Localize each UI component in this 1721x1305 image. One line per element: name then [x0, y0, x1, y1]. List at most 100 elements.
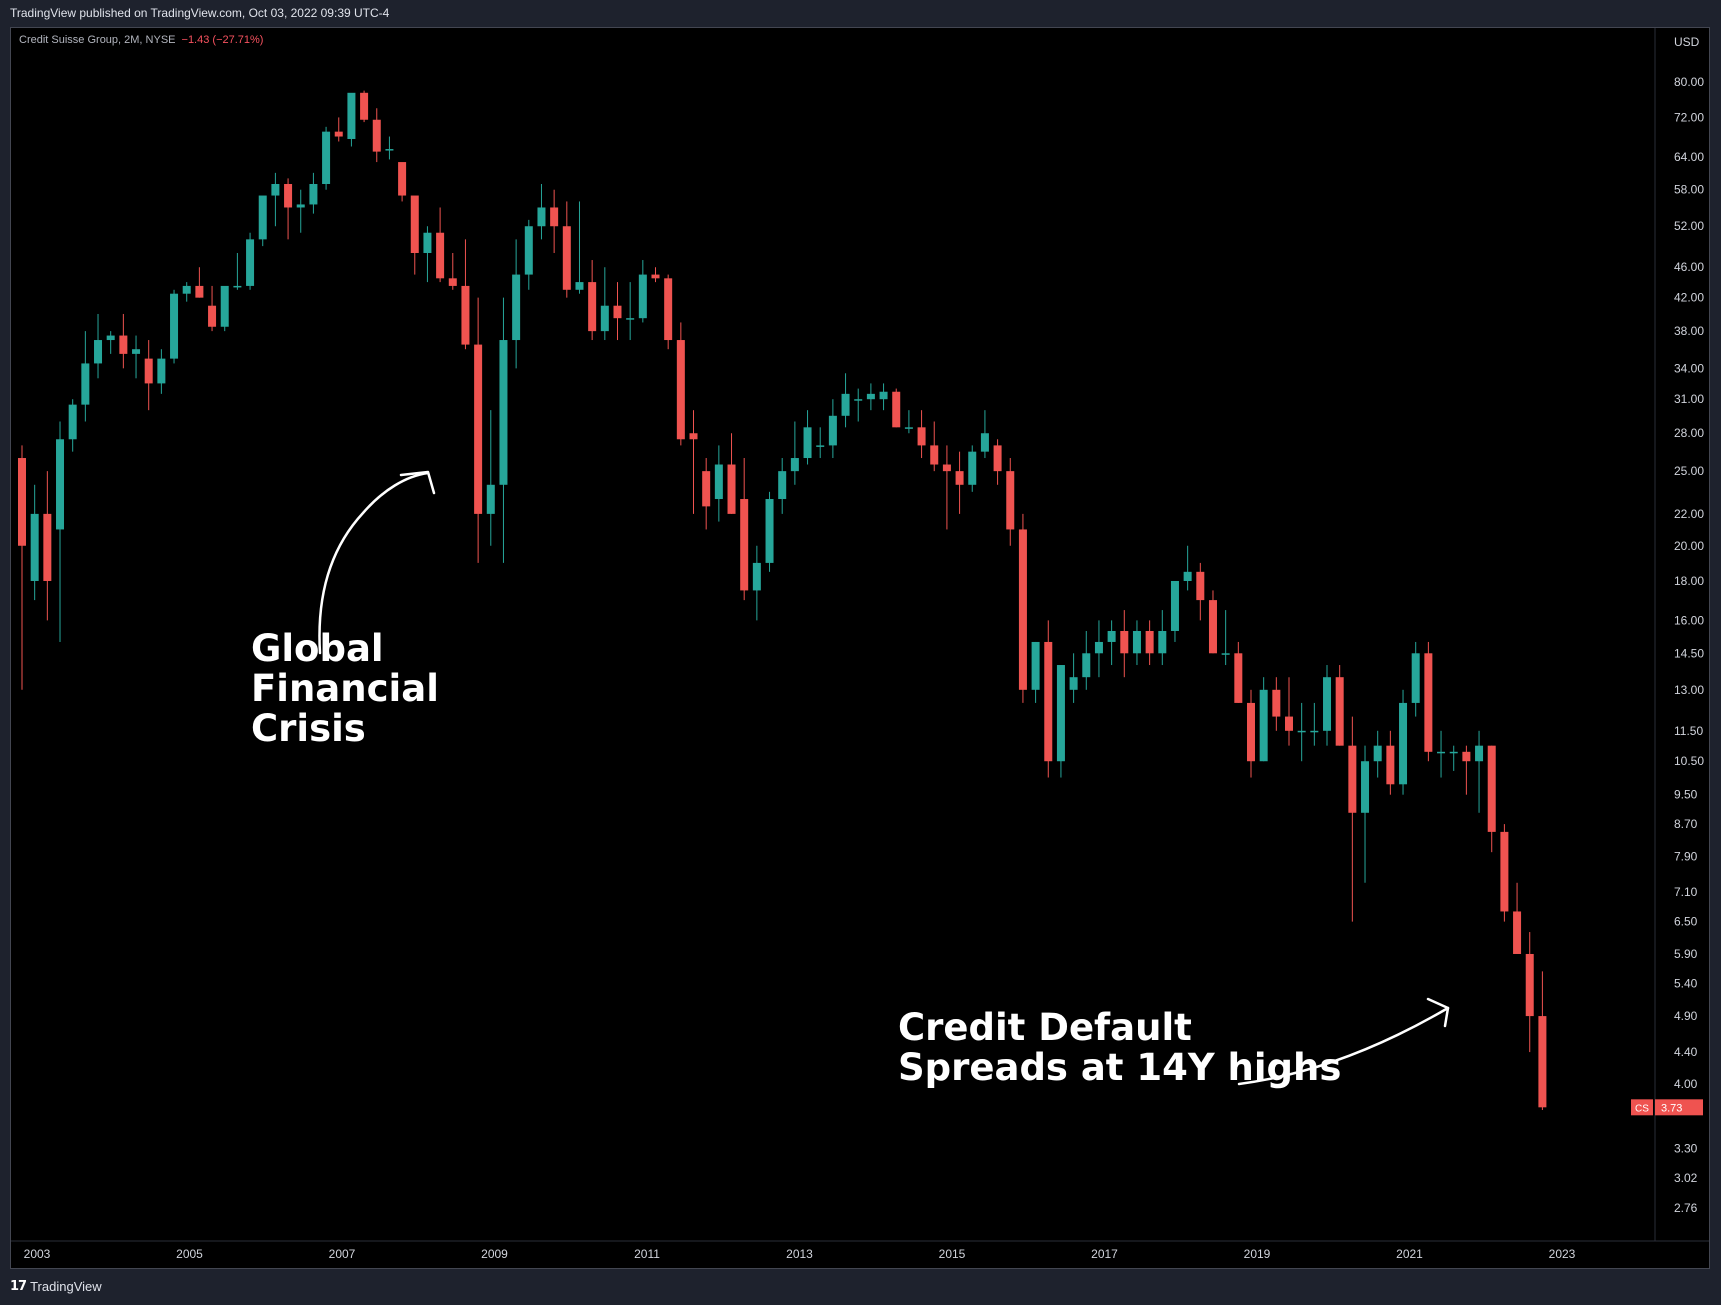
candle-body[interactable] — [195, 285, 204, 298]
candle-body[interactable] — [1183, 571, 1192, 581]
candle-body[interactable] — [347, 92, 356, 139]
candle-body[interactable] — [1424, 653, 1433, 752]
candle-body[interactable] — [765, 499, 774, 563]
candle-body[interactable] — [816, 445, 825, 447]
candle-body[interactable] — [930, 445, 939, 465]
candle-body[interactable] — [600, 305, 609, 332]
candlestick-chart[interactable]: USD 80.00 72.00 64.00 58.00 52.00 46.00 42.00 38… — [11, 28, 1709, 1268]
candle-body[interactable] — [423, 232, 432, 254]
candle-body[interactable] — [588, 282, 597, 332]
candle-body[interactable] — [1107, 630, 1116, 642]
candle-body[interactable] — [537, 207, 546, 227]
chart-area[interactable]: USD 80.00 72.00 64.00 58.00 52.00 46.00 42.00 38… — [10, 27, 1710, 1269]
candle-body[interactable] — [258, 195, 267, 240]
candle-body[interactable] — [296, 204, 305, 208]
candle-body[interactable] — [398, 162, 407, 196]
candle-body[interactable] — [233, 285, 242, 288]
candle-body[interactable] — [1044, 641, 1053, 762]
candle-body[interactable] — [613, 305, 622, 319]
candle-body[interactable] — [474, 344, 483, 514]
candle-body[interactable] — [727, 464, 736, 514]
candle-body[interactable] — [1310, 730, 1319, 733]
candle-body[interactable] — [372, 119, 381, 152]
candle-body[interactable] — [854, 399, 863, 401]
candle-body[interactable] — [170, 293, 179, 359]
candle-body[interactable] — [1475, 745, 1484, 762]
candle-body[interactable] — [271, 184, 280, 196]
candle-body[interactable] — [81, 363, 90, 405]
candle-body[interactable] — [309, 184, 318, 205]
candle-body[interactable] — [1170, 580, 1179, 631]
candle-body[interactable] — [803, 427, 812, 459]
candle-body[interactable] — [638, 274, 647, 319]
candle-body[interactable] — [246, 239, 255, 286]
candle-body[interactable] — [1487, 745, 1496, 832]
candle-body[interactable] — [1335, 677, 1344, 746]
candle-body[interactable] — [575, 282, 584, 290]
candle-body[interactable] — [1411, 653, 1420, 703]
candle-body[interactable] — [322, 131, 331, 185]
candle-body[interactable] — [917, 427, 926, 446]
candle-body[interactable] — [955, 471, 964, 485]
tradingview-brand[interactable]: 17 TradingView — [10, 1279, 102, 1294]
candle-body[interactable] — [461, 285, 470, 345]
candle-body[interactable] — [702, 471, 711, 507]
candle-body[interactable] — [220, 285, 229, 327]
candle-body[interactable] — [1449, 751, 1458, 754]
candle-body[interactable] — [157, 358, 166, 384]
candle-body[interactable] — [1373, 745, 1382, 762]
candle-body[interactable] — [499, 340, 508, 485]
candle-body[interactable] — [968, 451, 977, 485]
candle-body[interactable] — [892, 391, 901, 428]
candle-body[interactable] — [1462, 751, 1471, 762]
candle-body[interactable] — [1500, 831, 1509, 912]
candle-body[interactable] — [448, 278, 457, 286]
candle-body[interactable] — [550, 207, 559, 227]
candle-body[interactable] — [841, 393, 850, 416]
candle-body[interactable] — [1196, 571, 1205, 601]
candle-body[interactable] — [1234, 653, 1243, 703]
candle-body[interactable] — [790, 458, 799, 472]
candle-body[interactable] — [993, 445, 1002, 472]
candle-body[interactable] — [524, 226, 533, 275]
candle-body[interactable] — [119, 335, 128, 354]
candle-body[interactable] — [1297, 730, 1306, 733]
candle-body[interactable] — [1069, 677, 1078, 690]
candle-body[interactable] — [1399, 702, 1408, 785]
candle-body[interactable] — [626, 318, 635, 320]
candle-body[interactable] — [866, 393, 875, 400]
candle-body[interactable] — [1437, 751, 1446, 754]
candle-body[interactable] — [1348, 745, 1357, 813]
candle-body[interactable] — [904, 427, 913, 429]
candle-body[interactable] — [1513, 911, 1522, 954]
candle-body[interactable] — [1538, 1016, 1547, 1108]
candle-body[interactable] — [651, 274, 660, 279]
candle-body[interactable] — [43, 513, 52, 581]
candle-body[interactable] — [1208, 600, 1217, 654]
candle-body[interactable] — [879, 391, 888, 400]
candle-body[interactable] — [56, 439, 65, 530]
candle-body[interactable] — [740, 499, 749, 591]
candle-body[interactable] — [828, 415, 837, 446]
candle-body[interactable] — [132, 349, 141, 354]
candle-body[interactable] — [562, 226, 571, 290]
candle-body[interactable] — [106, 335, 115, 341]
candle-body[interactable] — [752, 562, 761, 591]
candle-body[interactable] — [1285, 716, 1293, 731]
candle-body[interactable] — [1132, 630, 1141, 654]
candle-body[interactable] — [689, 433, 698, 440]
candle-body[interactable] — [1323, 677, 1332, 731]
candle-body[interactable] — [360, 92, 369, 120]
candle-body[interactable] — [664, 278, 673, 341]
candle-body[interactable] — [1056, 665, 1065, 762]
candle-body[interactable] — [486, 484, 495, 514]
candle-body[interactable] — [1145, 630, 1154, 654]
candle-body[interactable] — [284, 184, 293, 208]
candle-body[interactable] — [1272, 689, 1281, 717]
candle-body[interactable] — [1006, 471, 1015, 530]
candle-body[interactable] — [94, 340, 103, 364]
candle-body[interactable] — [1386, 745, 1395, 785]
candle-body[interactable] — [1246, 702, 1255, 762]
candle-body[interactable] — [144, 358, 153, 384]
candle-body[interactable] — [30, 513, 39, 581]
